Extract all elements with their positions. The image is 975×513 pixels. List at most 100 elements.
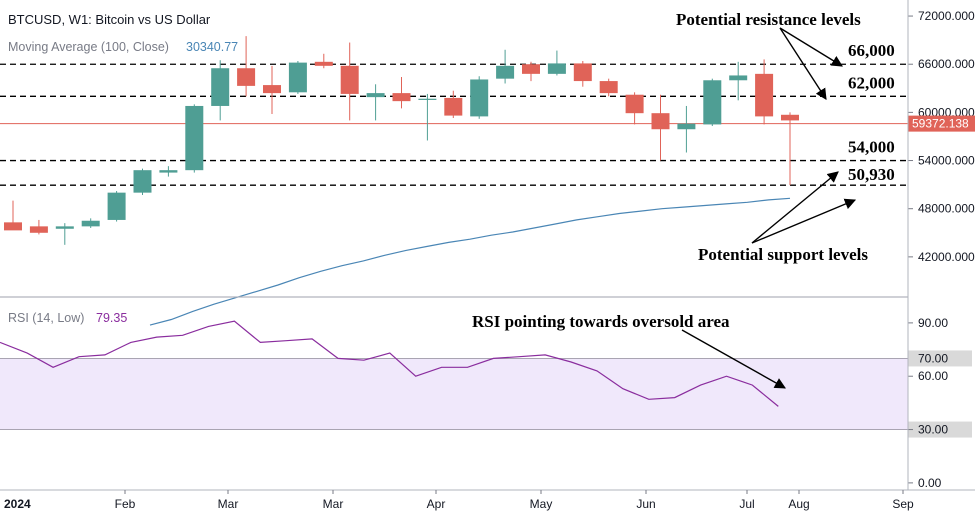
rsi-tick-label: 0.00 bbox=[918, 476, 942, 490]
time-tick-label: Apr bbox=[427, 497, 446, 511]
rsi-tick-label: 90.00 bbox=[918, 316, 948, 330]
candle-body bbox=[4, 222, 22, 231]
candle bbox=[573, 61, 592, 87]
candle-body bbox=[29, 226, 48, 233]
candle bbox=[470, 76, 489, 119]
candle-body bbox=[703, 80, 722, 125]
current-price-badge bbox=[908, 115, 975, 132]
candle-body bbox=[599, 81, 618, 94]
candle-body bbox=[288, 62, 307, 93]
candle bbox=[263, 65, 281, 114]
rsi-axis[interactable]: 0.00 30.00 60.00 90.00 70.00 bbox=[908, 316, 972, 490]
rsi-indicator-value: 79.35 bbox=[96, 311, 127, 325]
time-tick-label: Feb bbox=[115, 497, 136, 511]
time-tick-label: 2024 bbox=[4, 497, 31, 511]
candle-body bbox=[755, 73, 774, 117]
rsi-tick-label: 30.00 bbox=[918, 423, 948, 437]
candle bbox=[29, 219, 48, 235]
time-tick-label: Aug bbox=[788, 497, 809, 511]
candle-body bbox=[55, 226, 74, 229]
price-pane: 66,000 62,000 54,000 50,930 BTCUSD, W1: Bit… bbox=[0, 12, 908, 326]
current-price-label: 59372.138 bbox=[912, 117, 969, 131]
rsi-band-high-label: 70.00 bbox=[918, 351, 948, 365]
candle bbox=[340, 42, 359, 121]
candle-body bbox=[159, 170, 178, 173]
candle bbox=[288, 61, 307, 94]
rsi-band-low-badge bbox=[908, 421, 972, 438]
candle-body bbox=[133, 170, 152, 193]
candle-body bbox=[781, 114, 799, 121]
candle-body bbox=[185, 105, 204, 171]
candle-body bbox=[496, 65, 515, 79]
time-tick-label: Mar bbox=[323, 497, 344, 511]
ma-indicator-name: Moving Average (100, Close) bbox=[8, 40, 169, 54]
price-tick-label: 48000.000 bbox=[918, 202, 975, 216]
candle bbox=[185, 104, 204, 173]
moving-average-line bbox=[149, 197, 791, 326]
price-tick-label: 72000.000 bbox=[918, 9, 975, 23]
rsi-annotation: RSI pointing towards oversold area bbox=[472, 312, 730, 331]
candle bbox=[625, 92, 644, 125]
annotations: Potential resistance levels Potential su… bbox=[472, 10, 868, 389]
candle bbox=[599, 78, 618, 97]
time-tick-label: Mar bbox=[218, 497, 239, 511]
candle-body bbox=[625, 94, 644, 114]
candle-body bbox=[444, 97, 463, 116]
candle bbox=[366, 84, 385, 121]
candle bbox=[444, 90, 463, 118]
rsi-band-high-badge bbox=[908, 350, 972, 367]
ma-polyline bbox=[149, 197, 791, 326]
rsi-arrow bbox=[681, 329, 786, 389]
candle bbox=[651, 94, 670, 161]
time-axis[interactable]: 2024 Feb Mar Mar Apr May Jun Jul Aug Sep bbox=[4, 490, 914, 511]
resistance-annotation: Potential resistance levels bbox=[676, 10, 861, 29]
candlesticks bbox=[4, 36, 799, 245]
candle bbox=[755, 59, 774, 125]
chart-title: BTCUSD, W1: Bitcoin vs US Dollar bbox=[8, 12, 211, 27]
candle bbox=[133, 168, 152, 196]
support-arrow-54000 bbox=[751, 171, 839, 244]
candle bbox=[781, 112, 799, 186]
rsi-pane: RSI (14, Low) 79.35 bbox=[0, 311, 908, 431]
candle-body bbox=[314, 61, 333, 66]
candle bbox=[211, 60, 230, 121]
time-tick-label: May bbox=[530, 497, 553, 511]
level-label-66,000: 66,000 bbox=[848, 41, 895, 60]
candle bbox=[547, 50, 566, 76]
candle-body bbox=[522, 64, 540, 74]
candle-body bbox=[547, 63, 566, 74]
candle bbox=[729, 61, 748, 101]
time-tick-label: Jul bbox=[739, 497, 754, 511]
resistance-arrow-62000 bbox=[779, 27, 827, 100]
candle bbox=[237, 36, 256, 97]
candle-body bbox=[651, 113, 670, 130]
candle bbox=[496, 49, 515, 84]
rsi-indicator-name: RSI (14, Low) bbox=[8, 311, 84, 325]
price-tick-label: 54000.000 bbox=[918, 154, 975, 168]
candle bbox=[522, 61, 540, 82]
price-axis[interactable]: 42000.00048000.00054000.00060000.0006600… bbox=[908, 9, 975, 264]
candle bbox=[4, 200, 22, 231]
level-label-62,000: 62,000 bbox=[848, 73, 895, 92]
level-labels: 66,000 62,000 54,000 50,930 bbox=[848, 41, 895, 184]
rsi-tick-label: 60.00 bbox=[918, 369, 948, 383]
price-tick-label: 66000.000 bbox=[918, 57, 975, 71]
rsi-line bbox=[0, 320, 779, 407]
price-tick-label: 42000.000 bbox=[918, 250, 975, 264]
candle bbox=[55, 223, 74, 245]
candle-body bbox=[470, 79, 489, 117]
candle-body bbox=[263, 85, 281, 94]
candle bbox=[392, 77, 411, 109]
candle bbox=[314, 53, 333, 69]
candle-body bbox=[107, 192, 126, 220]
candle-body bbox=[573, 63, 592, 82]
candle-body bbox=[81, 220, 100, 227]
ma-indicator-value: 30340.77 bbox=[186, 40, 238, 54]
support-arrow-50930 bbox=[751, 198, 857, 244]
candle-body bbox=[418, 98, 437, 100]
candle-body bbox=[340, 65, 359, 94]
candle-body bbox=[237, 68, 256, 86]
rsi-band bbox=[0, 358, 908, 430]
candle-body bbox=[211, 68, 230, 106]
